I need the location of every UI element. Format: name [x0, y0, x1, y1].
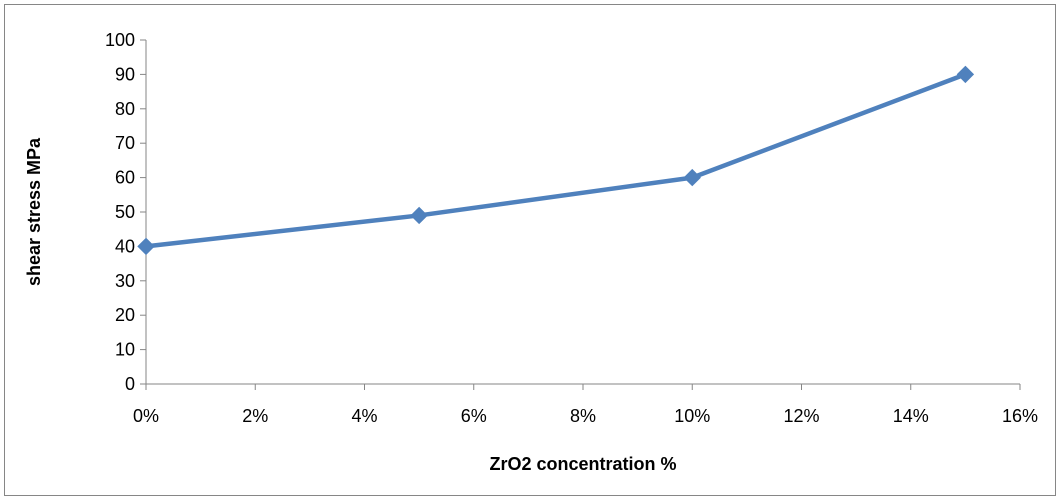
data-point — [137, 237, 155, 256]
y-axis-ticks: 0 10 20 30 40 50 60 70 80 90 100 — [105, 30, 146, 394]
series-line — [143, 72, 968, 249]
x-tick-label: 8% — [570, 406, 596, 426]
x-axis-ticks: 0% 2% 4% 6% 8% 10% 12% 14% 16% — [133, 384, 1038, 426]
x-tick-label: 4% — [351, 406, 377, 426]
y-tick-label: 20 — [115, 305, 135, 325]
y-tick-label: 10 — [115, 340, 135, 360]
y-tick-label: 50 — [115, 202, 135, 222]
y-tick-label: 90 — [115, 64, 135, 84]
x-tick-label: 10% — [674, 406, 710, 426]
series-group — [137, 65, 975, 256]
y-tick-label: 70 — [115, 133, 135, 153]
data-point — [956, 65, 975, 84]
x-tick-label: 6% — [461, 406, 487, 426]
y-tick-label: 100 — [105, 30, 135, 50]
y-axis-title: shear stress MPa — [24, 137, 44, 286]
data-point — [683, 168, 701, 187]
y-tick-label: 80 — [115, 99, 135, 119]
x-tick-label: 14% — [893, 406, 929, 426]
y-tick-label: 40 — [115, 236, 135, 256]
y-tick-label: 60 — [115, 168, 135, 188]
data-point — [410, 206, 428, 225]
x-tick-label: 16% — [1002, 406, 1038, 426]
x-tick-label: 12% — [783, 406, 819, 426]
chart-frame — [4, 4, 1056, 496]
x-tick-label: 0% — [133, 406, 159, 426]
x-axis-title: ZrO2 concentration % — [489, 454, 676, 474]
x-tick-label: 2% — [242, 406, 268, 426]
y-tick-label: 30 — [115, 271, 135, 291]
y-tick-label: 0 — [125, 374, 135, 394]
